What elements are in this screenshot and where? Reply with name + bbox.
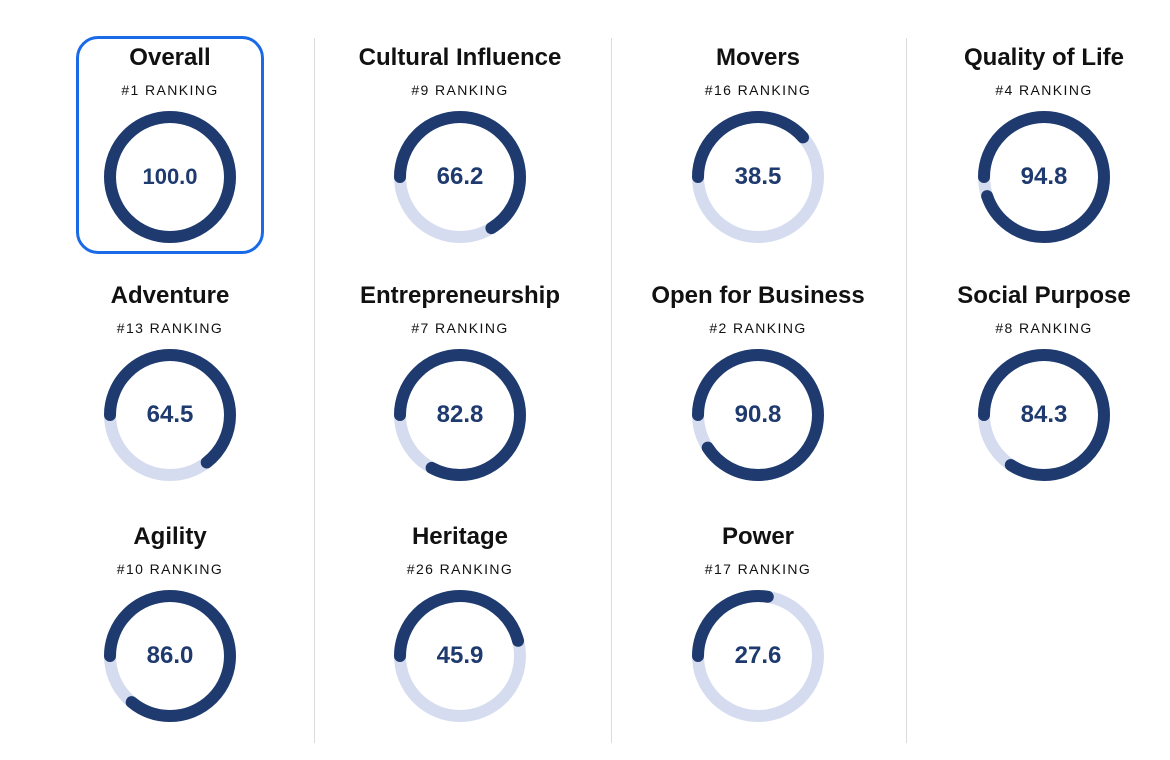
score-ring: 45.9 <box>392 588 528 724</box>
ranking-label: #16 RANKING <box>704 82 812 98</box>
category-card[interactable]: Social Purpose #8 RANKING 84.3 <box>924 280 1164 495</box>
ranking-label: #4 RANKING <box>995 82 1093 98</box>
ring-progress <box>692 349 824 481</box>
ranking-label: #7 RANKING <box>411 320 509 336</box>
ranking-label: #13 RANKING <box>116 320 224 336</box>
ranking-label: #8 RANKING <box>995 320 1093 336</box>
category-title: Overall <box>129 44 211 71</box>
category-title: Agility <box>133 523 207 550</box>
ring-progress <box>104 349 236 481</box>
column-divider <box>906 38 907 743</box>
category-card[interactable]: Entrepreneurship #7 RANKING 82.8 <box>340 280 580 495</box>
ring-progress <box>104 111 236 243</box>
score-value: 27.6 <box>734 642 782 669</box>
score-ring: 82.8 <box>392 347 528 483</box>
ring-progress <box>394 111 526 243</box>
category-card[interactable]: Adventure #13 RANKING 64.5 <box>50 280 290 495</box>
category-title: Quality of Life <box>963 44 1124 71</box>
category-card[interactable]: Quality of Life #4 RANKING 94.8 <box>924 42 1164 257</box>
score-ring: 84.3 <box>976 347 1112 483</box>
score-value: 38.5 <box>734 163 782 190</box>
ranking-label: #17 RANKING <box>704 561 812 577</box>
category-card[interactable]: Movers #16 RANKING 38.5 <box>638 42 878 257</box>
category-title: Entrepreneurship <box>359 282 561 309</box>
ring-progress <box>978 349 1110 481</box>
ring-progress <box>104 590 236 722</box>
score-value: 100.0 <box>142 164 198 189</box>
ring-progress <box>394 590 526 722</box>
score-value: 64.5 <box>146 401 194 428</box>
column-divider <box>611 38 612 743</box>
category-title: Cultural Influence <box>358 44 562 71</box>
score-ring: 94.8 <box>976 109 1112 245</box>
score-value: 86.0 <box>146 642 194 669</box>
ranking-label: #10 RANKING <box>116 561 224 577</box>
score-value: 45.9 <box>436 642 484 669</box>
ranking-label: #1 RANKING <box>121 82 219 98</box>
score-value: 90.8 <box>734 401 782 428</box>
ranking-label: #26 RANKING <box>406 561 514 577</box>
category-title: Open for Business <box>651 282 865 309</box>
category-card[interactable]: Overall #1 RANKING 100.0 <box>76 36 264 254</box>
score-value: 82.8 <box>436 401 484 428</box>
ring-progress <box>978 111 1110 243</box>
category-title: Social Purpose <box>957 282 1131 309</box>
category-title: Movers <box>715 44 801 71</box>
ring-progress <box>692 111 824 243</box>
score-ring: 38.5 <box>690 109 826 245</box>
category-title: Adventure <box>110 282 230 309</box>
score-value: 66.2 <box>436 163 484 190</box>
score-ring: 66.2 <box>392 109 528 245</box>
score-ring: 90.8 <box>690 347 826 483</box>
score-ring: 100.0 <box>102 109 238 245</box>
ranking-label: #9 RANKING <box>411 82 509 98</box>
ranking-label: #2 RANKING <box>709 320 807 336</box>
category-card[interactable]: Cultural Influence #9 RANKING 66.2 <box>340 42 580 257</box>
score-ring: 27.6 <box>690 588 826 724</box>
score-value: 84.3 <box>1020 401 1068 428</box>
score-value: 94.8 <box>1020 163 1068 190</box>
category-card[interactable]: Open for Business #2 RANKING 90.8 <box>638 280 878 495</box>
column-divider <box>314 38 315 743</box>
category-card[interactable]: Agility #10 RANKING 86.0 <box>50 521 290 736</box>
category-title: Power <box>721 523 795 550</box>
category-card[interactable]: Heritage #26 RANKING 45.9 <box>340 521 580 736</box>
score-ring: 64.5 <box>102 347 238 483</box>
score-ring: 86.0 <box>102 588 238 724</box>
ring-progress <box>394 349 526 481</box>
category-card[interactable]: Power #17 RANKING 27.6 <box>638 521 878 736</box>
category-title: Heritage <box>411 523 509 550</box>
ring-progress <box>692 590 824 722</box>
